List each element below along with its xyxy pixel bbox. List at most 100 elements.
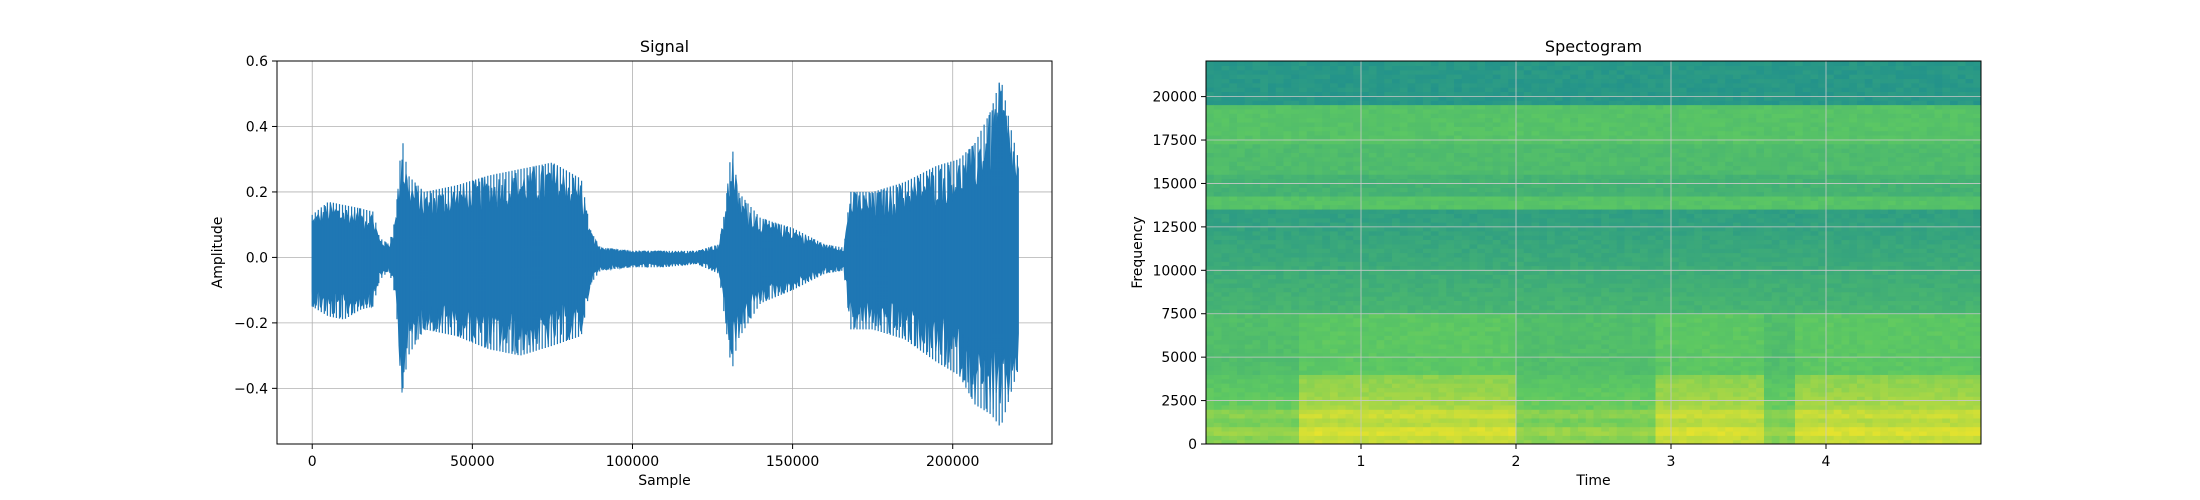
spectrogram-cell: [1384, 169, 1393, 175]
spectrogram-cell: [1438, 239, 1447, 245]
spectrogram-cell: [1632, 178, 1641, 184]
spectrogram-cell: [1624, 174, 1633, 180]
spectrogram-cell: [1299, 291, 1308, 297]
spectrogram-cell: [1361, 278, 1370, 284]
spectrogram-cell: [1206, 426, 1215, 432]
spectrogram-cell: [1353, 130, 1362, 136]
spectrogram-cell: [1423, 61, 1432, 66]
spectrogram-cell: [1446, 317, 1455, 323]
spectrogram-cell: [1616, 178, 1626, 184]
spectrogram-cell: [1438, 317, 1447, 323]
spectrogram-cell: [1322, 374, 1331, 380]
spectrogram-cell: [1306, 282, 1316, 288]
spectrogram-cell: [1415, 239, 1424, 245]
spectrogram-cell: [1407, 108, 1416, 114]
spectrogram-cell: [1446, 269, 1455, 275]
spectrogram-cell: [1516, 352, 1525, 358]
spectrogram-cell: [1268, 426, 1277, 432]
spectrogram-cell: [1213, 95, 1223, 101]
spectrogram-cell: [1330, 65, 1339, 71]
spectrogram-cell: [1330, 278, 1339, 284]
spectrogram-cell: [1523, 134, 1533, 140]
spectrogram-cell: [1531, 300, 1540, 306]
spectrogram-cell: [1275, 217, 1285, 223]
spectrogram-cell: [1531, 126, 1540, 132]
spectrogram-cell: [1446, 74, 1455, 80]
spectrogram-cell: [1221, 152, 1230, 158]
spectrogram-cell: [1268, 417, 1277, 423]
spectrogram-cell: [1438, 152, 1447, 158]
spectrogram-cell: [1252, 387, 1261, 393]
spectrogram-cell: [1446, 87, 1455, 93]
spectrogram-cell: [1430, 78, 1440, 84]
spectrogram-cell: [1299, 165, 1308, 171]
spectrogram-cell: [1562, 265, 1571, 271]
spectrogram-cell: [1547, 370, 1556, 375]
spectrogram-cell: [1461, 161, 1471, 167]
spectrogram-cell: [1275, 391, 1285, 397]
spectrogram-cell: [1547, 208, 1556, 214]
spectrogram-cell: [1547, 78, 1556, 84]
spectrogram-cell: [1585, 417, 1595, 423]
spectrogram-cell: [1206, 139, 1215, 145]
spectrogram-cell: [1384, 439, 1393, 444]
spectrogram-cell: [1376, 291, 1385, 297]
spectrogram-cell: [1384, 252, 1393, 258]
spectrogram-cell: [1624, 200, 1633, 206]
spectrogram-cell: [1578, 230, 1587, 236]
spectrogram-cell: [1244, 104, 1254, 110]
spectrogram-cell: [1640, 370, 1649, 375]
spectrogram-cell: [1523, 400, 1533, 406]
spectrogram-cell: [1508, 300, 1517, 306]
spectrogram-cell: [1252, 165, 1261, 171]
spectrogram-cell: [1237, 374, 1246, 380]
spectrogram-cell: [1407, 248, 1416, 254]
spectrogram-cell: [1554, 161, 1564, 167]
spectrogram-cell: [1601, 182, 1610, 188]
spectrogram-cell: [1616, 265, 1626, 271]
spectrogram-cell: [1423, 235, 1432, 241]
spectrogram-cell: [1322, 87, 1331, 93]
spectrogram-cell: [1415, 335, 1424, 341]
spectrogram-cell: [1260, 278, 1269, 284]
spectrogram-cell: [1632, 130, 1641, 136]
spectrogram-cell: [1492, 313, 1502, 319]
spectrogram-cell: [1423, 335, 1432, 341]
spectrogram-cell: [1345, 100, 1354, 106]
spectrogram-cell: [1423, 217, 1432, 223]
spectrogram-cell: [1384, 304, 1393, 310]
spectrogram-cell: [1477, 165, 1486, 171]
spectrogram-cell: [1531, 422, 1540, 428]
spectrogram-cell: [1547, 256, 1556, 262]
spectrogram-cell: [1523, 161, 1533, 167]
spectrogram-cell: [1554, 235, 1564, 241]
spectrogram-cell: [1461, 239, 1471, 245]
spectrogram-cell: [1593, 374, 1602, 380]
spectrogram-cell: [1213, 396, 1223, 402]
spectrogram-cell: [1229, 387, 1238, 393]
spectrogram-cell: [1306, 222, 1316, 227]
spectrogram-cell: [1275, 387, 1285, 393]
spectrogram-cell: [1399, 217, 1409, 223]
spectrogram-cell: [1229, 422, 1238, 428]
spectrogram-cell: [1500, 95, 1509, 101]
spectrogram-cell: [1446, 82, 1455, 88]
spectrogram-cell: [1306, 187, 1316, 193]
spectrogram-cell: [1213, 348, 1223, 354]
spectrogram-cell: [1508, 213, 1517, 219]
spectrogram-cell: [1392, 121, 1401, 127]
spectrogram-cell: [1283, 265, 1292, 271]
spectrogram-cell: [1438, 156, 1447, 162]
spectrogram-cell: [1399, 195, 1409, 201]
spectrogram-cell: [1547, 117, 1556, 123]
spectrogram-cell: [1516, 148, 1525, 153]
spectrogram-cell: [1562, 352, 1571, 358]
spectrogram-cell: [1554, 261, 1564, 267]
spectrogram-cell: [1624, 304, 1633, 310]
spectrogram-cell: [1407, 230, 1416, 236]
spectrogram-cell: [1609, 195, 1618, 201]
spectrogram-cell: [1275, 322, 1285, 328]
spectrogram-cell: [1523, 126, 1533, 132]
spectrogram-cell: [1353, 430, 1362, 436]
spectrogram-cell: [1508, 339, 1517, 345]
